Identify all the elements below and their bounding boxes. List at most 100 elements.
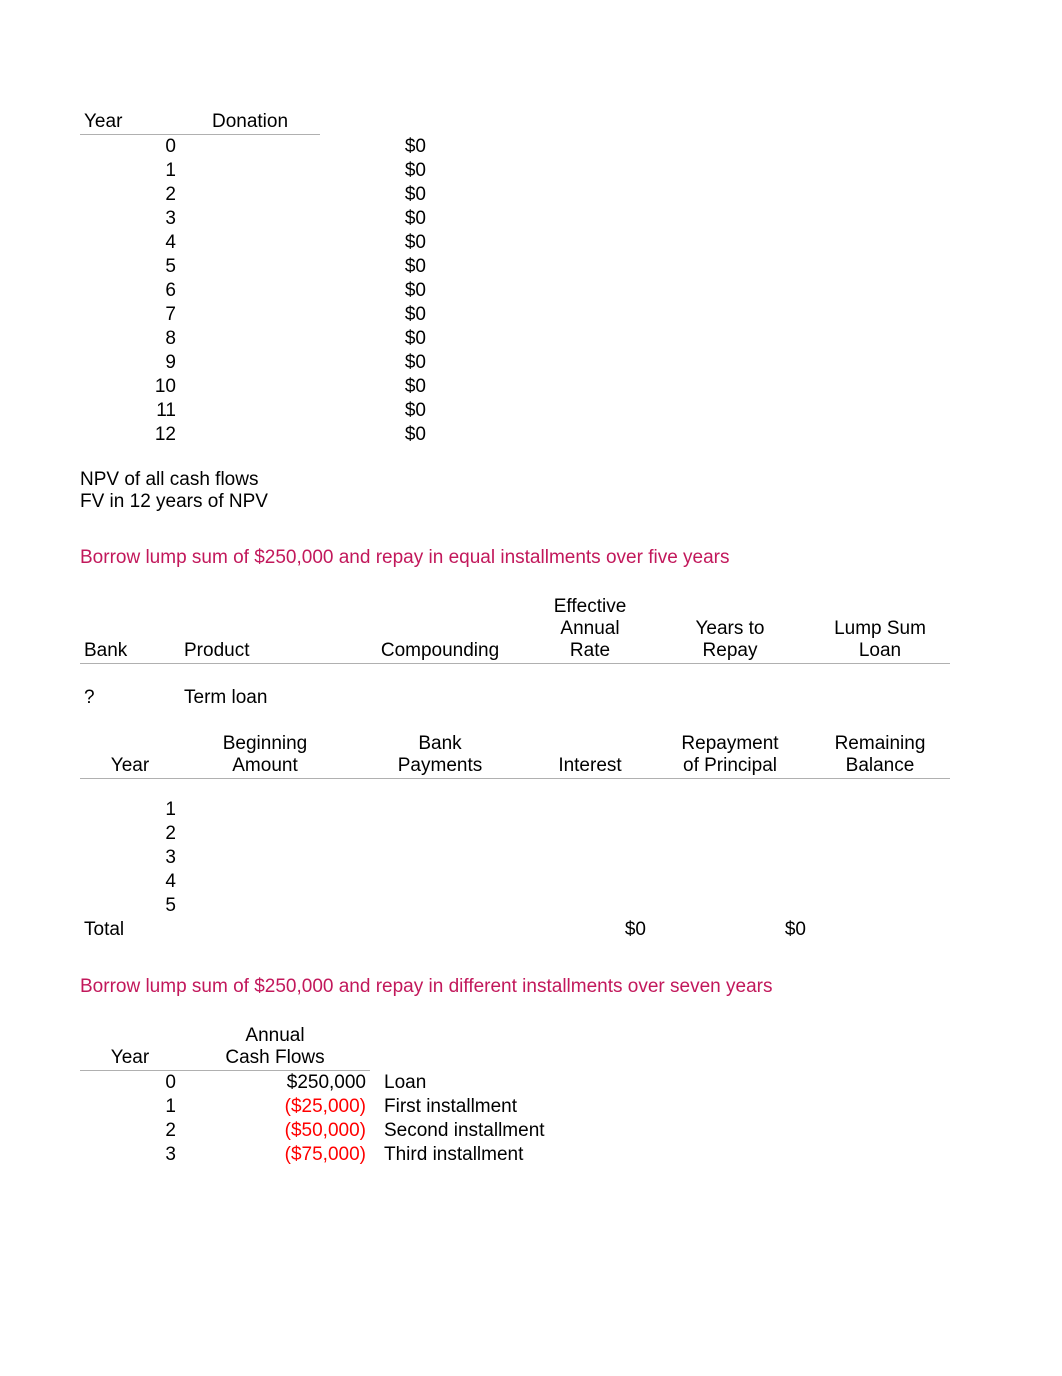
cell-blank [180, 279, 320, 303]
col-ear-l2: Annual [534, 618, 646, 640]
col-beg-l2: Amount [184, 755, 346, 777]
spacer-row [80, 664, 950, 686]
cashflow-table: Year Annual Cash Flows 0 $250,000 Loan 1… [80, 1024, 680, 1167]
section1-title: Borrow lump sum of $250,000 and repay in… [80, 543, 1002, 573]
cell-blank [180, 351, 320, 375]
col-beginning: Beginning Amount [180, 732, 350, 779]
table-row: 10 $0 [80, 375, 430, 399]
cell-cashflow: $250,000 [240, 1071, 370, 1096]
cell-donation: $0 [320, 159, 430, 183]
table-row: 2 [80, 822, 950, 846]
cell-year: 6 [80, 279, 180, 303]
total-principal: $0 [650, 918, 810, 942]
col-beg-l1: Beginning [184, 733, 346, 755]
table-row: 2 $0 [80, 183, 430, 207]
col-blank [320, 110, 430, 135]
cell-donation: $0 [320, 303, 430, 327]
table-row: 0 $250,000 Loan [80, 1071, 680, 1096]
cell-year: 11 [80, 399, 180, 423]
col-rem-l1: Remaining [814, 733, 946, 755]
col-product: Product [180, 595, 350, 664]
cell-blank [180, 231, 320, 255]
cell-note: Loan [380, 1071, 680, 1096]
cell-cashflow: ($75,000) [240, 1143, 370, 1167]
table-row: 1 $0 [80, 159, 430, 183]
cell-year: 12 [80, 423, 180, 447]
total-interest: $0 [530, 918, 650, 942]
col-compounding: Compounding [350, 595, 530, 664]
cell-donation: $0 [320, 399, 430, 423]
col-year: Year [80, 1024, 180, 1071]
col-lump: Lump Sum Loan [810, 595, 950, 664]
bank-table: Bank Product Compounding Effective Annua… [80, 595, 950, 710]
cell-donation: $0 [320, 207, 430, 231]
table-row: 1 [80, 798, 950, 822]
cell-donation: $0 [320, 327, 430, 351]
cell-year: 3 [80, 207, 180, 231]
cell-donation: $0 [320, 183, 430, 207]
cell-year: 1 [80, 798, 180, 822]
cell-cashflow: ($50,000) [240, 1119, 370, 1143]
cell-donation: $0 [320, 351, 430, 375]
cell-year: 3 [80, 846, 180, 870]
cell-year: 1 [80, 159, 180, 183]
cell-bank: ? [80, 686, 180, 710]
col-remaining: Remaining Balance [810, 732, 950, 779]
table-header-row: Bank Product Compounding Effective Annua… [80, 595, 950, 664]
col-repay-l1: Repayment [654, 733, 806, 755]
col-donation: Donation [180, 110, 320, 135]
table-row: 5 [80, 894, 950, 918]
spacer [80, 513, 1002, 543]
col-ear-l3: Rate [534, 640, 646, 662]
cell-year: 2 [80, 822, 180, 846]
spacer [80, 1002, 1002, 1024]
table-row: 3 $0 [80, 207, 430, 231]
table-row: ? Term loan [80, 686, 950, 710]
table-row: 2 ($50,000) Second installment [80, 1119, 680, 1143]
col-repayment: Repayment of Principal [650, 732, 810, 779]
total-row: Total $0 $0 [80, 918, 950, 942]
cell-blank [180, 255, 320, 279]
col-years-l2: Repay [654, 640, 806, 662]
amortization-table: Year Beginning Amount Bank Payments Inte… [80, 732, 950, 943]
fv-label: FV in 12 years of NPV [80, 491, 1002, 513]
cell-donation: $0 [320, 255, 430, 279]
table-row: 1 ($25,000) First installment [80, 1095, 680, 1119]
cell-donation: $0 [320, 375, 430, 399]
col-repay-l2: of Principal [654, 755, 806, 777]
cell-year: 2 [80, 1119, 180, 1143]
cell-donation: $0 [320, 135, 430, 160]
cell-year: 4 [80, 870, 180, 894]
cell-note: Second installment [380, 1119, 680, 1143]
col-pay-l2: Payments [354, 755, 526, 777]
cell-product: Term loan [180, 686, 350, 710]
col-cashflows: Annual Cash Flows [180, 1024, 370, 1071]
cell-year: 5 [80, 255, 180, 279]
spacer [80, 573, 1002, 595]
cell-blank [180, 159, 320, 183]
cell-donation: $0 [320, 423, 430, 447]
section2-title: Borrow lump sum of $250,000 and repay in… [80, 972, 1002, 1002]
cell-blank [180, 423, 320, 447]
cell-year: 0 [80, 135, 180, 160]
col-lump-l2: Loan [814, 640, 946, 662]
cell-year: 7 [80, 303, 180, 327]
npv-label: NPV of all cash flows [80, 469, 1002, 491]
cell-note: First installment [380, 1095, 680, 1119]
col-lump-l1: Lump Sum [814, 618, 946, 640]
cell-blank [180, 399, 320, 423]
spacer [80, 942, 1002, 972]
cell-year: 8 [80, 327, 180, 351]
table-row: 12 $0 [80, 423, 430, 447]
table-row: 11 $0 [80, 399, 430, 423]
spacer [80, 710, 1002, 732]
table-row: 3 [80, 846, 950, 870]
amort-rows: 1 2 3 4 5 [80, 798, 950, 918]
table-row: 3 ($75,000) Third installment [80, 1143, 680, 1167]
cashflow-rows: 0 $250,000 Loan 1 ($25,000) First instal… [80, 1071, 680, 1168]
col-pay-l1: Bank [354, 733, 526, 755]
table-row: 0 $0 [80, 135, 430, 160]
cell-blank [180, 303, 320, 327]
cell-year: 2 [80, 183, 180, 207]
cell-cashflow: ($25,000) [240, 1095, 370, 1119]
